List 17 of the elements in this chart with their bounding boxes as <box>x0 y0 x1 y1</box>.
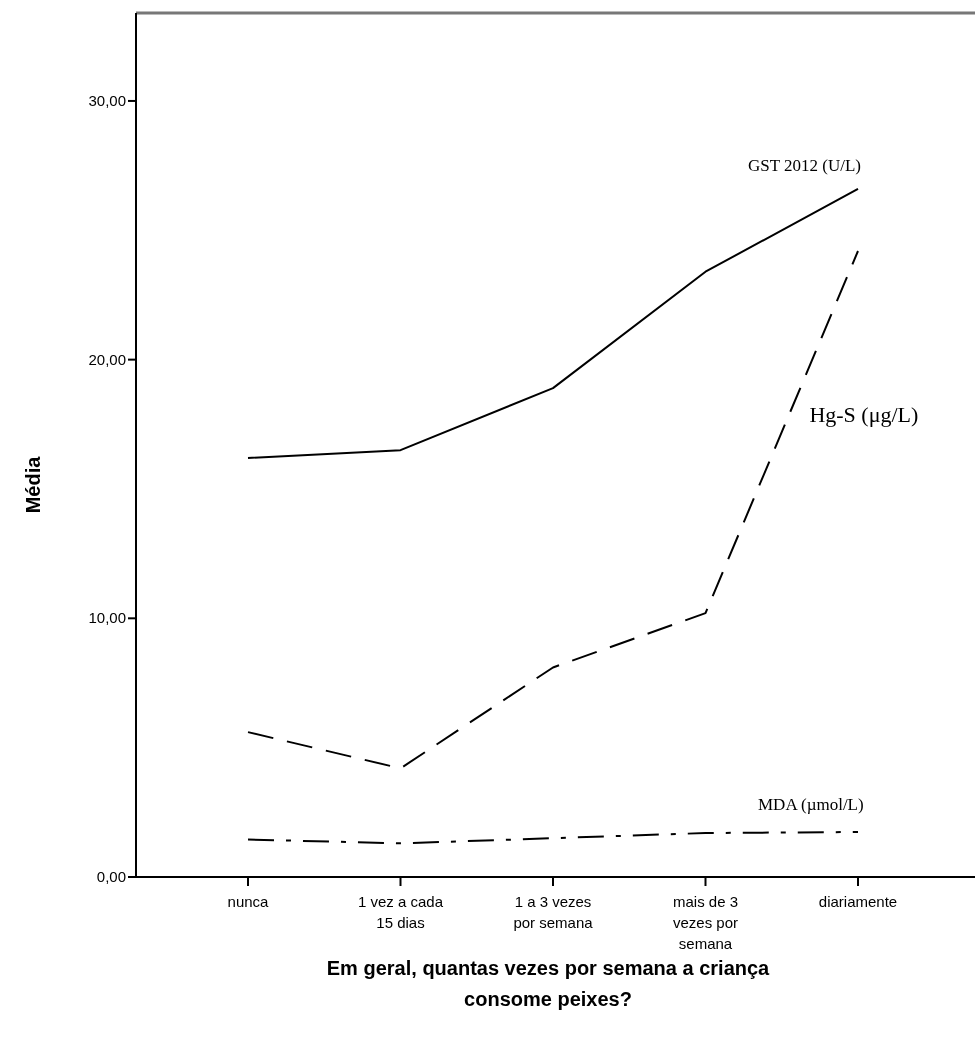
line-series <box>247 249 859 770</box>
series-label: MDA (µmol/L) <box>758 794 864 814</box>
x-tick-label: 1 vez a cada 15 dias <box>357 893 444 931</box>
x-tick-label: nunca <box>227 893 270 910</box>
line-series <box>247 187 859 459</box>
y-tick-label: 20,00 <box>88 350 126 368</box>
x-tick-label: 1 a 3 vezes por semana <box>513 893 594 931</box>
x-tick-label: mais de 3 vezes por semana <box>672 893 739 952</box>
y-tick-label: 0,00 <box>96 868 126 885</box>
line-series <box>247 830 859 845</box>
x-axis-title: Em geral, quantas vezes por semana a criança consome peixes? <box>326 957 771 1010</box>
x-tick-label: diariamente <box>818 893 898 910</box>
series-label: GST 2012 (U/L) <box>748 155 862 175</box>
y-axis-title: Média <box>22 455 44 514</box>
series-label: Hg-S (μg/L) <box>809 401 919 427</box>
y-tick-label: 10,00 <box>88 609 126 627</box>
y-tick-label: 30,00 <box>88 91 126 109</box>
